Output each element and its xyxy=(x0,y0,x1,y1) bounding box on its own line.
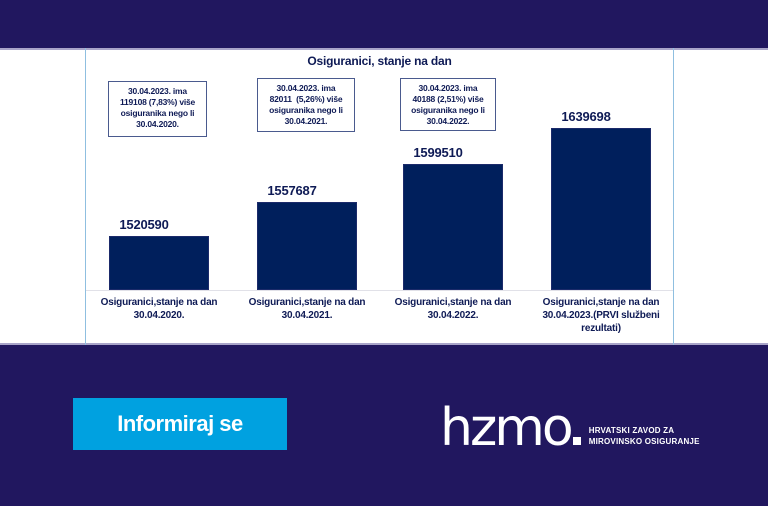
annotation-line: 30.04.2023. ima xyxy=(128,86,187,96)
category-label-2020: Osiguranici,stanje na dan 30.04.2020. xyxy=(84,296,234,322)
annotation-line: 30.04.2023. ima xyxy=(276,83,336,93)
category-line: Osiguranici,stanje na dan xyxy=(248,297,366,308)
category-line: 30.04.2020. xyxy=(133,310,185,321)
bar-2022 xyxy=(403,164,503,290)
bar-value-2023: 1639698 xyxy=(561,109,611,124)
bar-2021 xyxy=(257,202,357,290)
annotation-line: 82011 (5,26%) više xyxy=(269,94,343,104)
annotation-line: osiguranika nego li xyxy=(269,105,343,115)
annotation-2021: 30.04.2023. ima 82011 (5,26%) više osigu… xyxy=(257,78,355,132)
bar-value-2021: 1557687 xyxy=(267,183,317,198)
logo-mark: hzmo xyxy=(440,398,574,458)
annotation-line: 119108 (7,83%) više xyxy=(119,97,196,107)
annotation-line: osiguranika nego li xyxy=(120,108,195,118)
logo-text-line2: MIROVINSKO OSIGURANJE xyxy=(588,437,700,446)
bar-value-2022: 1599510 xyxy=(413,145,463,160)
category-line: 30.04.2023.(PRVI službeni xyxy=(542,310,660,321)
annotation-2020: 30.04.2023. ima 119108 (7,83%) više osig… xyxy=(108,81,207,137)
category-line: Osiguranici,stanje na dan xyxy=(100,297,218,308)
category-line: Osiguranici,stanje na dan xyxy=(394,297,512,308)
category-label-2023: Osiguranici,stanje na dan 30.04.2023.(PR… xyxy=(526,296,676,335)
annotation-line: 30.04.2022. xyxy=(426,116,470,126)
category-label-2022: Osiguranici,stanje na dan 30.04.2022. xyxy=(378,296,528,322)
bar-2023 xyxy=(551,128,651,290)
annotation-line: 30.04.2020. xyxy=(136,119,179,129)
chart-area: Osiguranici, stanje na dan 30.04.2023. i… xyxy=(85,48,674,345)
annotation-2022: 30.04.2023. ima 40188 (2,51%) više osigu… xyxy=(400,78,496,131)
category-line: rezultati) xyxy=(581,323,621,334)
logo-dot-icon xyxy=(572,437,581,445)
annotation-line: 40188 (2,51%) više xyxy=(412,94,484,104)
annotation-line: 30.04.2023. ima xyxy=(418,83,478,93)
category-line: Osiguranici,stanje na dan xyxy=(542,297,660,308)
annotation-line: 30.04.2021. xyxy=(284,116,328,126)
logo-text-line1: HRVATSKI ZAVOD ZA xyxy=(588,426,675,435)
logo-text: HRVATSKI ZAVOD ZA MIROVINSKO OSIGURANJE xyxy=(589,425,700,447)
category-line: 30.04.2022. xyxy=(427,310,479,321)
x-axis-line xyxy=(86,290,673,291)
hzmo-logo[interactable]: hzmo HRVATSKI ZAVOD ZA MIROVINSKO OSIGUR… xyxy=(440,398,700,454)
bar-2020 xyxy=(109,236,209,290)
category-label-2021: Osiguranici,stanje na dan 30.04.2021. xyxy=(232,296,382,322)
informiraj-se-button[interactable]: Informiraj se xyxy=(73,398,287,450)
chart-title: Osiguranici, stanje na dan xyxy=(307,54,452,68)
bar-value-2020: 1520590 xyxy=(119,217,169,232)
category-line: 30.04.2021. xyxy=(281,310,333,321)
annotation-line: osiguranika nego li xyxy=(411,105,485,115)
top-band xyxy=(0,0,768,48)
